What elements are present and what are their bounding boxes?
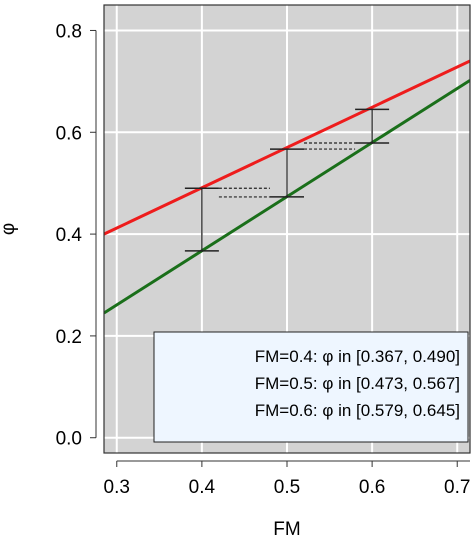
x-tick-label-2: 0.5 xyxy=(274,477,300,498)
y-tick-label-0: 0.0 xyxy=(56,429,82,450)
x-axis: 0.3 0.4 0.5 0.6 0.7 xyxy=(104,461,471,498)
legend-entry-2: FM=0.5: φ in [0.473, 0.567] xyxy=(255,374,460,393)
y-tick-label-3: 0.6 xyxy=(56,123,82,144)
x-tick-label-4: 0.7 xyxy=(444,477,470,498)
y-tick-label-4: 0.8 xyxy=(56,21,82,42)
x-tick-label-1: 0.4 xyxy=(189,477,216,498)
y-axis-title: φ xyxy=(0,223,19,235)
y-tick-label-1: 0.2 xyxy=(56,327,82,348)
x-tick-label-0: 0.3 xyxy=(104,477,130,498)
legend-entry-3: FM=0.6: φ in [0.579, 0.645] xyxy=(255,401,460,420)
legend: FM=0.4: φ in [0.367, 0.490] FM=0.5: φ in… xyxy=(154,332,468,442)
y-axis: 0.0 0.2 0.4 0.6 0.8 xyxy=(56,21,96,449)
y-tick-label-2: 0.4 xyxy=(56,225,83,246)
x-tick-label-3: 0.6 xyxy=(359,477,385,498)
x-axis-title: FM xyxy=(273,519,300,540)
legend-entry-1: FM=0.4: φ in [0.367, 0.490] xyxy=(255,347,460,366)
